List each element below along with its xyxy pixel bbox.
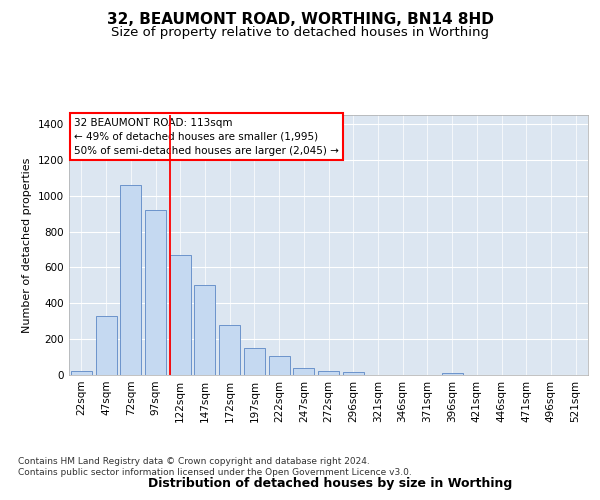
Text: Contains HM Land Registry data © Crown copyright and database right 2024.
Contai: Contains HM Land Registry data © Crown c…: [18, 458, 412, 477]
Bar: [219, 325, 240, 375]
Bar: [318, 372, 339, 375]
Text: 32 BEAUMONT ROAD: 113sqm
← 49% of detached houses are smaller (1,995)
50% of sem: 32 BEAUMONT ROAD: 113sqm ← 49% of detach…: [74, 118, 339, 156]
Bar: [244, 348, 265, 375]
Bar: [71, 372, 92, 375]
Bar: [343, 372, 364, 375]
Text: Distribution of detached houses by size in Worthing: Distribution of detached houses by size …: [148, 477, 512, 490]
Bar: [194, 286, 215, 375]
Bar: [145, 210, 166, 375]
Text: Size of property relative to detached houses in Worthing: Size of property relative to detached ho…: [111, 26, 489, 39]
Bar: [120, 185, 141, 375]
Bar: [293, 368, 314, 375]
Bar: [269, 356, 290, 375]
Text: 32, BEAUMONT ROAD, WORTHING, BN14 8HD: 32, BEAUMONT ROAD, WORTHING, BN14 8HD: [107, 12, 493, 28]
Y-axis label: Number of detached properties: Number of detached properties: [22, 158, 32, 332]
Bar: [170, 255, 191, 375]
Bar: [442, 373, 463, 375]
Bar: [95, 316, 116, 375]
